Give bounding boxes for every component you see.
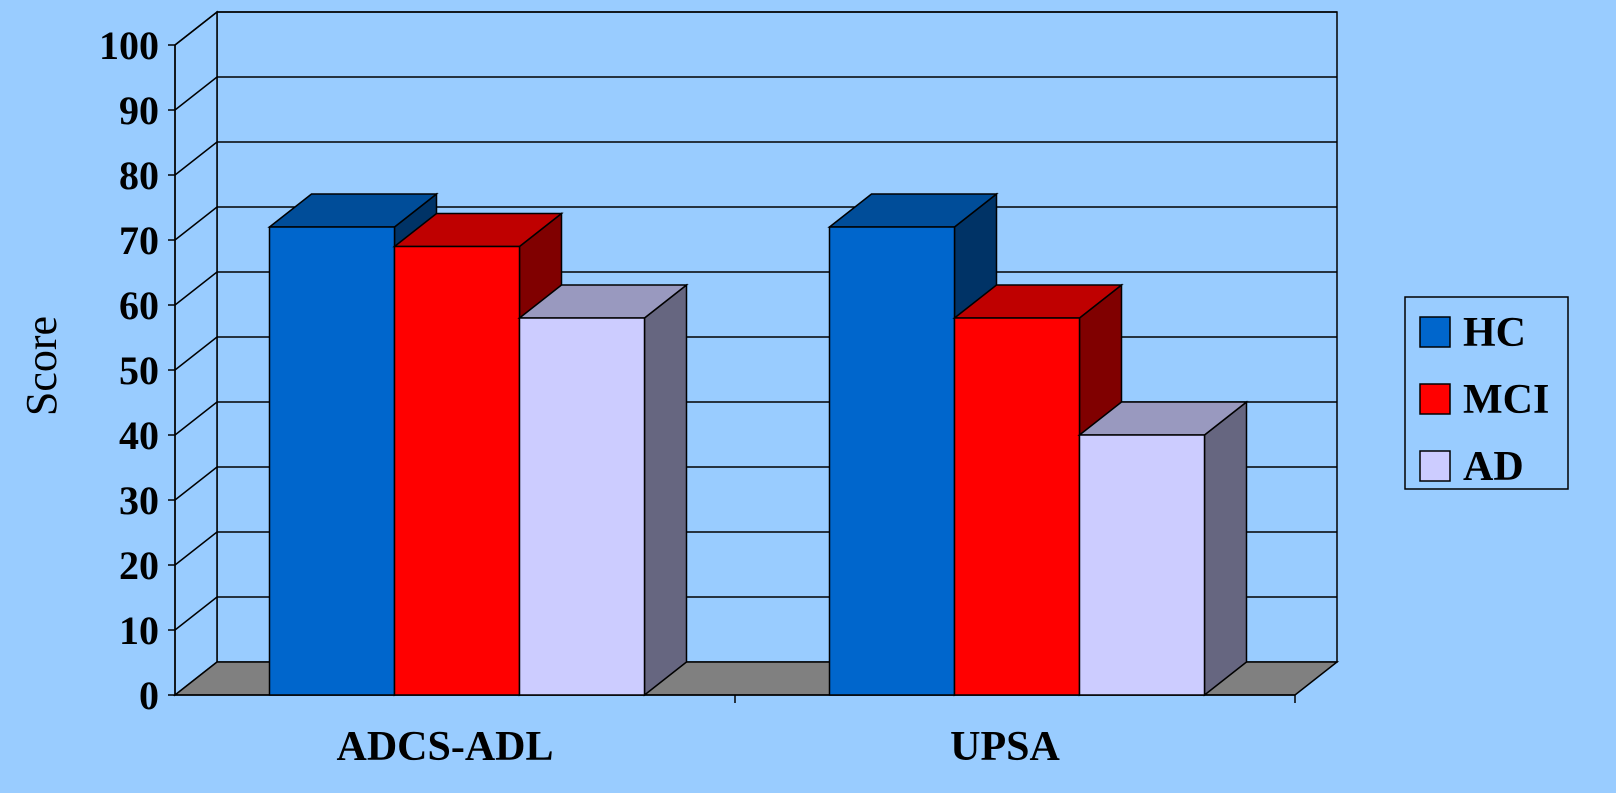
bar-side xyxy=(643,283,688,697)
y-tick-label: 70 xyxy=(119,218,159,263)
bar-front xyxy=(828,226,956,696)
bar-front xyxy=(953,317,1081,696)
y-tick-label: 100 xyxy=(99,23,159,68)
bar-front xyxy=(268,226,396,696)
y-tick-label: 50 xyxy=(119,348,159,393)
legend: HC MCI AD xyxy=(1404,296,1569,490)
legend-label-mci: MCI xyxy=(1463,377,1549,423)
bar-side xyxy=(1203,400,1248,697)
legend-label-hc: HC xyxy=(1463,310,1526,356)
y-tick-label: 40 xyxy=(119,413,159,458)
y-tick-labels: 0 10 20 30 40 50 60 70 80 90 100 xyxy=(99,23,159,718)
y-tick-label: 60 xyxy=(119,283,159,328)
legend-label-ad: AD xyxy=(1463,444,1524,490)
legend-swatch-hc xyxy=(1419,316,1451,348)
bars xyxy=(267,192,1249,697)
bar-front xyxy=(393,245,521,696)
y-tick-label: 0 xyxy=(139,673,159,718)
bar-ad-upsa xyxy=(1077,400,1249,697)
x-tick-label: ADCS-ADL xyxy=(336,724,553,770)
bar-front xyxy=(518,317,646,696)
legend-swatch-mci xyxy=(1419,383,1451,415)
y-axis-label: Score xyxy=(17,316,66,416)
x-tick-label: UPSA xyxy=(950,724,1060,770)
y-tick-label: 20 xyxy=(119,543,159,588)
y-tick-label: 10 xyxy=(119,608,159,653)
y-tick-label: 90 xyxy=(119,88,159,133)
y-tick-label: 30 xyxy=(119,478,159,523)
gridline xyxy=(174,76,1337,111)
x-tick-labels: ADCS-ADL UPSA xyxy=(336,724,1060,770)
legend-swatch-ad xyxy=(1419,450,1451,482)
bar-front xyxy=(1078,434,1206,696)
bar-ad-adcs-adl xyxy=(517,283,689,697)
gridline xyxy=(174,141,1337,176)
gridline xyxy=(174,11,1337,46)
y-tick-label: 80 xyxy=(119,153,159,198)
